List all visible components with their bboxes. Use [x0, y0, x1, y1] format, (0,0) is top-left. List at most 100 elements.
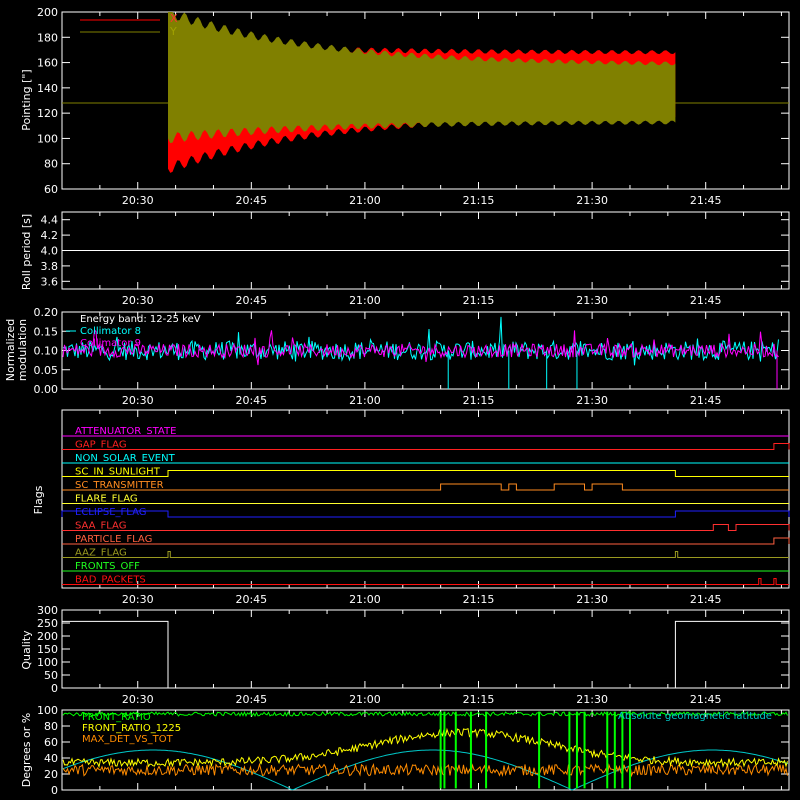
x-tick-label: 20:45 — [235, 194, 267, 207]
flags-frame — [61, 409, 790, 589]
y-tick-label: 180 — [37, 31, 58, 44]
y-tick-label: 0.05 — [34, 364, 59, 377]
geomag-latitude-curve — [61, 749, 789, 791]
flag-label: ECLIPSE_FLAG — [75, 507, 146, 518]
modulation-ylabel-2: modulation — [16, 319, 29, 381]
x-tick-label: 20:30 — [122, 194, 154, 207]
x-tick-label: 20:30 — [122, 593, 154, 606]
y-tick-label: 4.0 — [41, 245, 59, 258]
x-tick-label: 21:45 — [690, 394, 722, 407]
flags-ylabel: Flags — [32, 485, 45, 514]
flag-trace — [61, 510, 790, 518]
pointing-frame — [61, 11, 790, 190]
x-tick-label: 20:45 — [235, 394, 267, 407]
x-tick-label: 20:45 — [235, 294, 267, 307]
flag-label: FLARE_FLAG — [75, 494, 138, 505]
flag-label: FRONTS_OFF — [75, 561, 140, 572]
flag-trace — [62, 443, 790, 450]
y-tick-label: 100 — [37, 704, 58, 717]
flag-trace — [62, 551, 789, 558]
flag-label: SC_TRANSMITTER — [75, 480, 164, 491]
x-tick-label: 20:45 — [235, 693, 267, 706]
ratios-frame — [61, 709, 790, 791]
x-tick-label: 21:00 — [349, 294, 381, 307]
legend-front-ratio-1225: FRONT_RATIO_1225 — [82, 723, 181, 734]
x-tick-label: 21:30 — [576, 294, 608, 307]
flag-trace — [62, 537, 790, 545]
y-tick-label: 40 — [44, 752, 58, 765]
legend-front-ratio: FRONT_RATIO — [82, 712, 151, 723]
x-tick-label: 21:15 — [463, 593, 495, 606]
flag-trace — [62, 578, 789, 585]
x-tick-label: 21:00 — [349, 593, 381, 606]
flag-trace — [62, 483, 789, 491]
y-tick-label: 150 — [37, 643, 58, 656]
y-tick-label: 0.00 — [34, 383, 59, 396]
legend-collimator9-label: Collimator 9 — [80, 338, 141, 349]
front-ratio-series — [62, 710, 788, 718]
y-tick-label: 160 — [37, 57, 58, 70]
pointing-panel: 60 80 100 120 140 160 180 200 20:30 20:45 21:00 21… — [20, 6, 790, 207]
x-tick-label: 20:45 — [235, 593, 267, 606]
x-tick-label: 21:30 — [576, 593, 608, 606]
roll-period-panel: 3.6 3.8 4.0 4.2 4.4 20:30 20:45 21:00 21:15 21:3… — [20, 211, 790, 307]
flag-label: SAA_FLAG — [75, 521, 126, 532]
flag-label: GAP_FLAG — [75, 440, 127, 451]
legend-max-det: MAX_DET_VS_TOT — [82, 734, 174, 745]
geomag-latitude-annotation: Absolute geomagnetic latitude — [618, 711, 772, 722]
y-tick-label: 0.20 — [34, 306, 59, 319]
y-tick-label: 140 — [37, 82, 58, 95]
flag-label: ATTENUATOR_STATE — [75, 426, 176, 437]
y-tick-label: 250 — [37, 617, 58, 630]
y-tick-label: 4.2 — [41, 229, 59, 242]
x-tick-label: 21:15 — [463, 294, 495, 307]
y-tick-label: 100 — [37, 132, 58, 145]
x-tick-label: 21:45 — [690, 194, 722, 207]
flag-label: PARTICLE_FLAG — [75, 534, 152, 545]
pointing-ylabel: Pointing ["] — [20, 69, 33, 130]
x-tick-label: 21:45 — [690, 294, 722, 307]
y-tick-label: 200 — [37, 630, 58, 643]
y-tick-label: 80 — [44, 158, 58, 171]
y-tick-label: 50 — [44, 669, 58, 682]
x-tick-label: 21:00 — [349, 194, 381, 207]
x-tick-label: 21:15 — [463, 693, 495, 706]
x-tick-label: 21:30 — [576, 394, 608, 407]
y-tick-label: 100 — [37, 656, 58, 669]
ratios-panel: 0 20 40 60 80 100 Degrees or % FRONT_RATIO FR… — [20, 704, 790, 797]
max-det-series — [62, 762, 788, 778]
y-tick-label: 3.6 — [41, 275, 59, 288]
y-tick-label: 300 — [37, 604, 58, 617]
y-tick-label: 4.4 — [41, 214, 59, 227]
flag-trace — [62, 470, 789, 477]
pointing-y-envelope — [168, 12, 676, 144]
y-tick-label: 0 — [51, 682, 58, 695]
flag-label: BAD_PACKETS — [75, 575, 146, 586]
y-tick-label: 0 — [51, 784, 58, 797]
collimator9-series — [62, 328, 779, 366]
modulation-panel: 0.00 0.05 0.10 0.15 0.20 20:30 20:45 21:00 21:1… — [4, 306, 790, 407]
ratios-ylabel: Degrees or % — [20, 713, 33, 787]
y-tick-label: 120 — [37, 107, 58, 120]
flag-label: AAZ_FLAG — [75, 548, 127, 559]
x-tick-label: 21:45 — [690, 593, 722, 606]
x-tick-label: 20:30 — [122, 394, 154, 407]
roll-period-ylabel: Roll period [s] — [20, 214, 33, 290]
quality-ylabel: Quality — [20, 630, 33, 670]
y-tick-label: 3.8 — [41, 260, 59, 273]
y-tick-label: 60 — [44, 736, 58, 749]
x-tick-label: 21:00 — [349, 693, 381, 706]
x-tick-label: 21:15 — [463, 394, 495, 407]
flags-panel: 20:30 20:45 21:00 21:15 21:30 21:45 ATTENUATO… — [32, 409, 790, 606]
x-tick-label: 21:00 — [349, 394, 381, 407]
modulation-ylabel-1: Normalized — [4, 319, 17, 381]
quality-trace — [62, 620, 789, 689]
x-tick-label: 21:30 — [576, 693, 608, 706]
x-tick-label: 20:30 — [122, 693, 154, 706]
y-tick-label: 0.10 — [34, 345, 59, 358]
flag-label: SC_IN_SUNLIGHT — [75, 467, 161, 478]
y-tick-label: 20 — [44, 768, 58, 781]
y-tick-label: 200 — [37, 6, 58, 19]
